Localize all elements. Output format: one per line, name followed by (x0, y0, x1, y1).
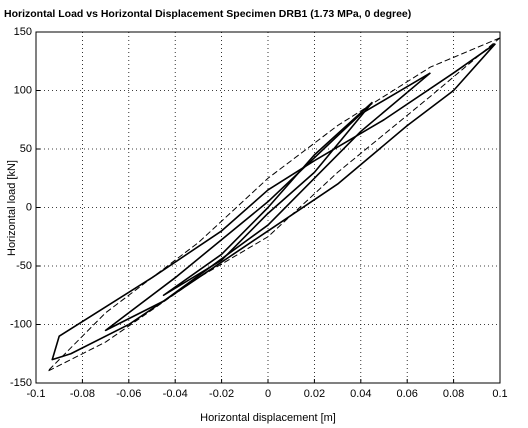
plot-frame (35, 31, 501, 384)
x-tick-label: 0.08 (443, 388, 464, 400)
hysteresis-line (104, 72, 431, 332)
x-tick-label: 0.1 (492, 388, 507, 400)
y-tick-label: 50 (20, 143, 32, 155)
x-tick-label: 0.06 (396, 388, 417, 400)
hysteresis-line (51, 43, 496, 361)
y-tick-label: 150 (14, 26, 32, 38)
x-tick-label: -0.08 (70, 388, 95, 400)
y-tick-label: 100 (14, 84, 32, 96)
hysteresis-line (47, 37, 501, 372)
chart-title: Horizontal Load vs Horizontal Displaceme… (4, 8, 411, 20)
x-tick-label: -0.02 (209, 388, 234, 400)
y-tick-label: 0 (26, 201, 32, 213)
x-tick-label: -0.04 (163, 388, 188, 400)
y-tick-label: -150 (10, 377, 32, 389)
y-tick-label: -100 (10, 318, 32, 330)
x-axis-label: Horizontal displacement [m] (200, 412, 336, 424)
y-axis-label: Horizontal load [kN] (6, 160, 18, 256)
y-tick-label: -50 (16, 260, 32, 272)
x-tick-label: -0.1 (27, 388, 46, 400)
x-tick-label: -0.06 (116, 388, 141, 400)
x-tick-label: 0.02 (304, 388, 325, 400)
hysteresis-line (162, 101, 374, 297)
x-tick-label: 0.04 (350, 388, 371, 400)
x-tick-label: 0 (265, 388, 271, 400)
